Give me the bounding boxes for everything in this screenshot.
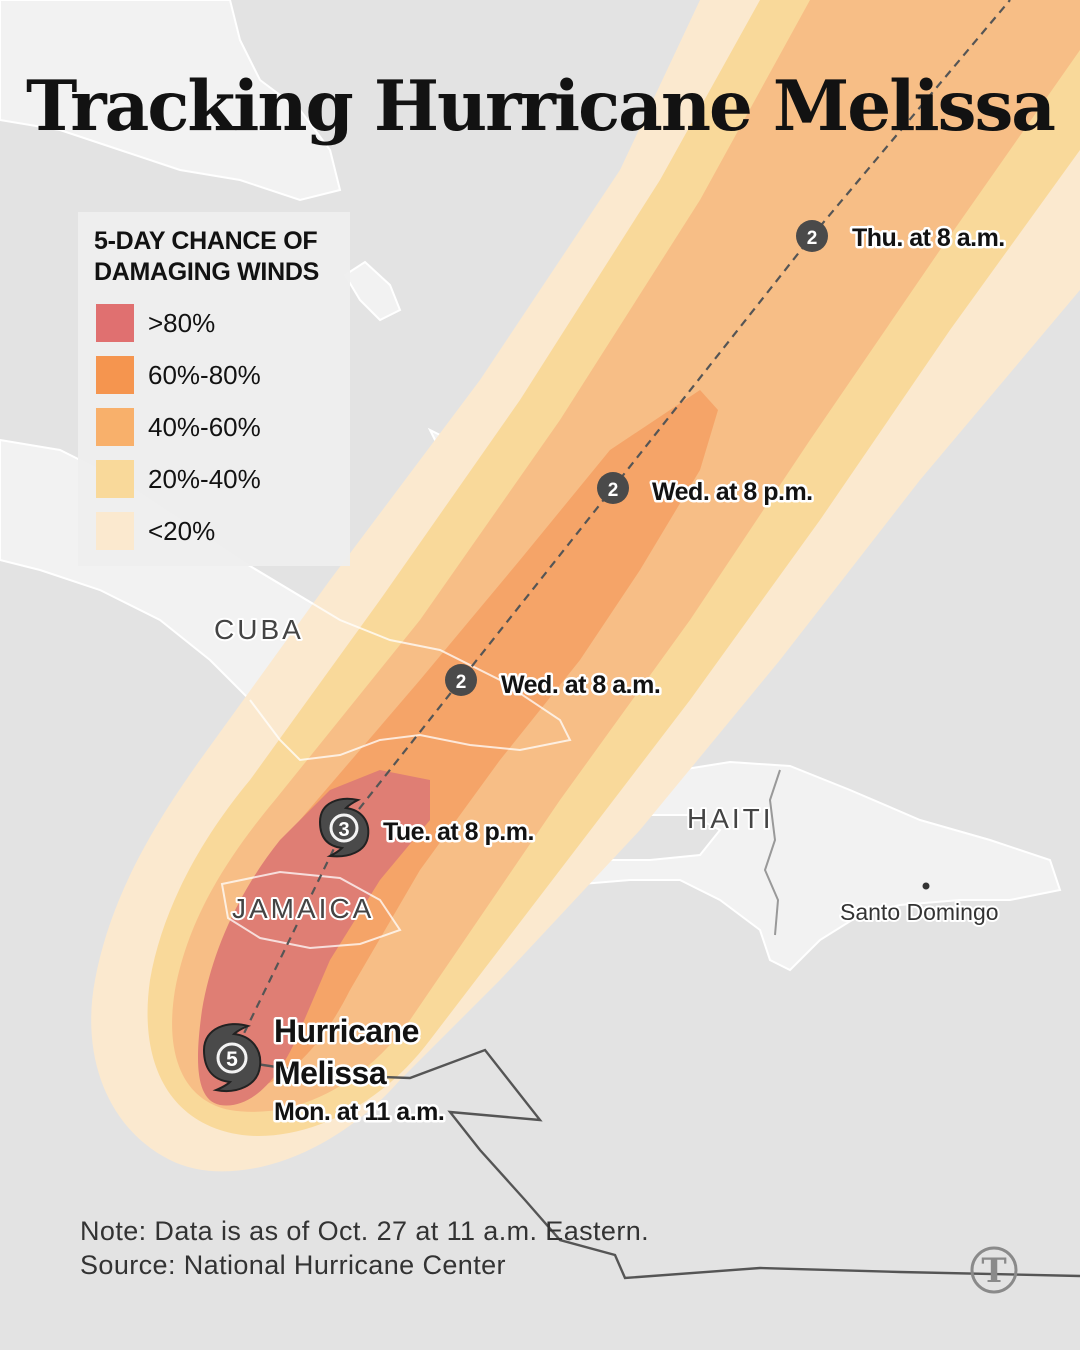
label-hurricane: Hurricane xyxy=(274,1013,419,1049)
place-cuba: CUBA xyxy=(214,614,304,645)
place-jamaica: JAMAICA xyxy=(232,893,374,924)
legend-item-20-40: 20%-40% xyxy=(96,460,336,498)
legend-item-lt20: <20% xyxy=(96,512,336,550)
jamaica-outline xyxy=(220,870,402,950)
swath-gt80 xyxy=(197,770,430,1106)
legend-item-60-80: 60%-80% xyxy=(96,356,336,394)
marker-thu-am xyxy=(796,220,828,252)
legend: 5-DAY CHANCE OF DAMAGING WINDS >80% 60%-… xyxy=(78,212,350,566)
legend-label-40-60: 40%-60% xyxy=(148,412,261,442)
legend-swatch-lt20 xyxy=(96,512,134,550)
legend-label-lt20: <20% xyxy=(148,516,216,546)
label-wed-8pm: Wed. at 8 p.m. xyxy=(652,478,813,506)
marker-thu-am-number: 2 xyxy=(807,228,818,249)
legend-item-40-60: 40%-60% xyxy=(96,408,336,446)
coastline-outlines xyxy=(220,559,572,950)
legend-title-line1: 5-DAY CHANCE OF xyxy=(94,227,318,255)
svg-text:T: T xyxy=(981,1251,1006,1291)
marker-cat5-number: 5 xyxy=(226,1048,238,1071)
forecast-track xyxy=(231,0,1011,1059)
footnote: Note: Data is as of Oct. 27 at 11 a.m. E… xyxy=(80,1214,649,1282)
legend-label-gt80: >80% xyxy=(148,308,216,338)
legend-label-60-80: 60%-80% xyxy=(148,360,261,390)
label-tue-8pm: Tue. at 8 p.m. xyxy=(383,818,534,846)
marker-wed-am xyxy=(445,664,477,696)
santo-domingo-dot xyxy=(922,882,930,890)
marker-cat3 xyxy=(318,797,370,858)
source-text: Source: National Hurricane Center xyxy=(80,1250,506,1280)
label-wed-8am: Wed. at 8 a.m. xyxy=(501,671,660,699)
haiti-border xyxy=(763,769,781,936)
maritime-boundary xyxy=(229,1048,1080,1280)
cuba-outline xyxy=(239,559,572,762)
legend-label-20-40: 20%-40% xyxy=(148,464,261,494)
place-haiti: HAITI xyxy=(687,803,774,834)
note-text: Note: Data is as of Oct. 27 at 11 a.m. E… xyxy=(80,1216,650,1246)
label-mon-11am: Mon. at 11 a.m. xyxy=(274,1098,444,1126)
legend-swatch-20-40 xyxy=(96,460,134,498)
legend-swatch-40-60 xyxy=(96,408,134,446)
page-title: Tracking Hurricane Melissa xyxy=(25,66,1056,147)
legend-title: 5-DAY CHANCE OF DAMAGING WINDS xyxy=(94,226,344,288)
marker-wed-am-number: 2 xyxy=(456,672,467,693)
florida-land xyxy=(0,0,342,202)
marker-cat5 xyxy=(202,1023,262,1092)
place-santo-domingo: Santo Domingo xyxy=(840,899,999,925)
hispaniola-land xyxy=(558,760,1062,972)
marker-wed-pm xyxy=(597,472,629,504)
marker-wed-pm-number: 2 xyxy=(608,480,619,501)
label-melissa: Melissa xyxy=(274,1055,387,1091)
legend-title-line2: DAMAGING WINDS xyxy=(94,258,319,286)
nyt-logo-icon: T xyxy=(970,1246,1018,1294)
legend-swatch-60-80 xyxy=(96,356,134,394)
legend-item-gt80: >80% xyxy=(96,304,336,342)
marker-cat3-number: 3 xyxy=(338,819,349,841)
label-thu-8am: Thu. at 8 a.m. xyxy=(852,224,1005,252)
legend-swatch-gt80 xyxy=(96,304,134,342)
